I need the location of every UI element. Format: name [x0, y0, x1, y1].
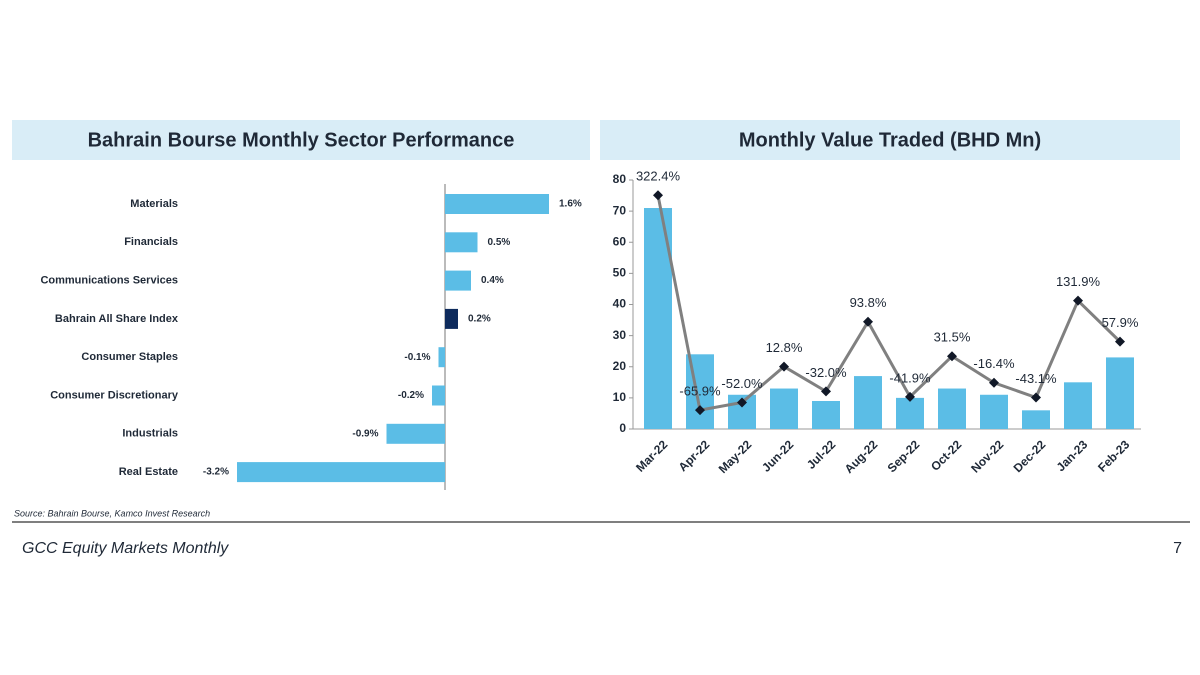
bar [1022, 410, 1050, 429]
bar [445, 270, 471, 291]
category-label: Real Estate [119, 466, 178, 478]
right-header-bg [600, 120, 1180, 160]
marker [779, 361, 789, 372]
x-tick-label: Feb-23 [1095, 437, 1132, 474]
category-label: Materials [130, 198, 178, 210]
page-number: 7 [1173, 540, 1182, 557]
chart-title: Monthly Value Traded (BHD Mn) [739, 129, 1041, 151]
marker [1115, 336, 1125, 347]
marker [1073, 295, 1083, 306]
data-label: -3.2% [203, 467, 229, 478]
chart-title: Bahrain Bourse Monthly Sector Performanc… [88, 129, 515, 151]
data-label: -0.9% [352, 428, 378, 439]
y-tick-label: 80 [613, 172, 627, 186]
y-tick-label: 40 [613, 297, 627, 311]
data-label: 322.4% [636, 169, 681, 184]
left-header-bg [12, 120, 590, 160]
bar [237, 462, 445, 483]
category-label: Consumer Discretionary [50, 389, 179, 401]
bar [1064, 382, 1092, 429]
x-tick-label: Nov-22 [968, 437, 1006, 475]
x-tick-label: May-22 [716, 437, 755, 476]
data-label: 93.8% [850, 295, 887, 310]
y-tick-label: 50 [613, 266, 627, 280]
data-label: -41.9% [889, 370, 931, 385]
footer-title: GCC Equity Markets Monthly [22, 540, 229, 557]
bar [432, 385, 445, 406]
x-tick-label: Aug-22 [842, 437, 881, 476]
marker [653, 190, 663, 201]
bar [812, 400, 840, 429]
category-label: Communications Services [40, 275, 178, 287]
x-tick-label: Jan-23 [1054, 437, 1091, 474]
category-label: Financials [124, 236, 178, 248]
data-label: 0.5% [488, 237, 511, 248]
bar [445, 194, 549, 214]
data-label: 12.8% [766, 340, 803, 355]
y-tick-label: 10 [613, 390, 627, 404]
x-tick-label: Dec-22 [1011, 437, 1049, 475]
data-label: -65.9% [679, 384, 721, 399]
bar [445, 308, 458, 329]
data-label: -32.0% [805, 365, 847, 380]
category-label: Consumer Staples [81, 351, 178, 363]
category-label: Industrials [122, 428, 178, 440]
data-label: 57.9% [1102, 315, 1139, 330]
data-label: 0.4% [481, 275, 504, 286]
marker [737, 397, 747, 408]
data-label: -0.2% [398, 390, 424, 401]
bar [1106, 357, 1134, 429]
marker [989, 377, 999, 388]
bar [386, 423, 445, 444]
data-label: -43.1% [1015, 371, 1057, 386]
y-tick-label: 0 [619, 421, 626, 435]
data-label: 31.5% [934, 330, 971, 345]
data-label: -52.0% [721, 376, 763, 391]
y-tick-label: 70 [613, 203, 627, 217]
source: Source: Bahrain Bourse, Kamco Invest Res… [14, 508, 210, 518]
y-tick-label: 60 [613, 234, 627, 248]
x-tick-label: Apr-22 [676, 437, 713, 474]
data-label: -16.4% [973, 356, 1015, 371]
y-tick-label: 20 [613, 359, 627, 373]
marker [863, 316, 873, 327]
bar [980, 394, 1008, 429]
x-tick-label: Sep-22 [885, 437, 923, 475]
data-label: -0.1% [404, 352, 430, 363]
bar [438, 347, 445, 368]
category-label: Bahrain All Share Index [55, 313, 179, 325]
data-label: 131.9% [1056, 274, 1101, 289]
marker [1031, 392, 1041, 403]
data-label: 1.6% [559, 199, 582, 210]
bar [938, 388, 966, 429]
bar [854, 376, 882, 429]
bar [445, 232, 478, 253]
x-tick-label: Jul-22 [804, 437, 839, 472]
x-tick-label: Mar-22 [633, 437, 670, 474]
bar [896, 397, 924, 429]
marker [821, 386, 831, 397]
y-tick-label: 30 [613, 328, 627, 342]
marker [695, 405, 705, 416]
bar [770, 388, 798, 429]
line [656, 194, 1122, 412]
marker [947, 351, 957, 362]
x-tick-label: Jun-22 [759, 437, 796, 474]
data-label: 0.2% [468, 314, 491, 325]
marker [905, 391, 915, 402]
x-tick-label: Oct-22 [928, 437, 965, 474]
